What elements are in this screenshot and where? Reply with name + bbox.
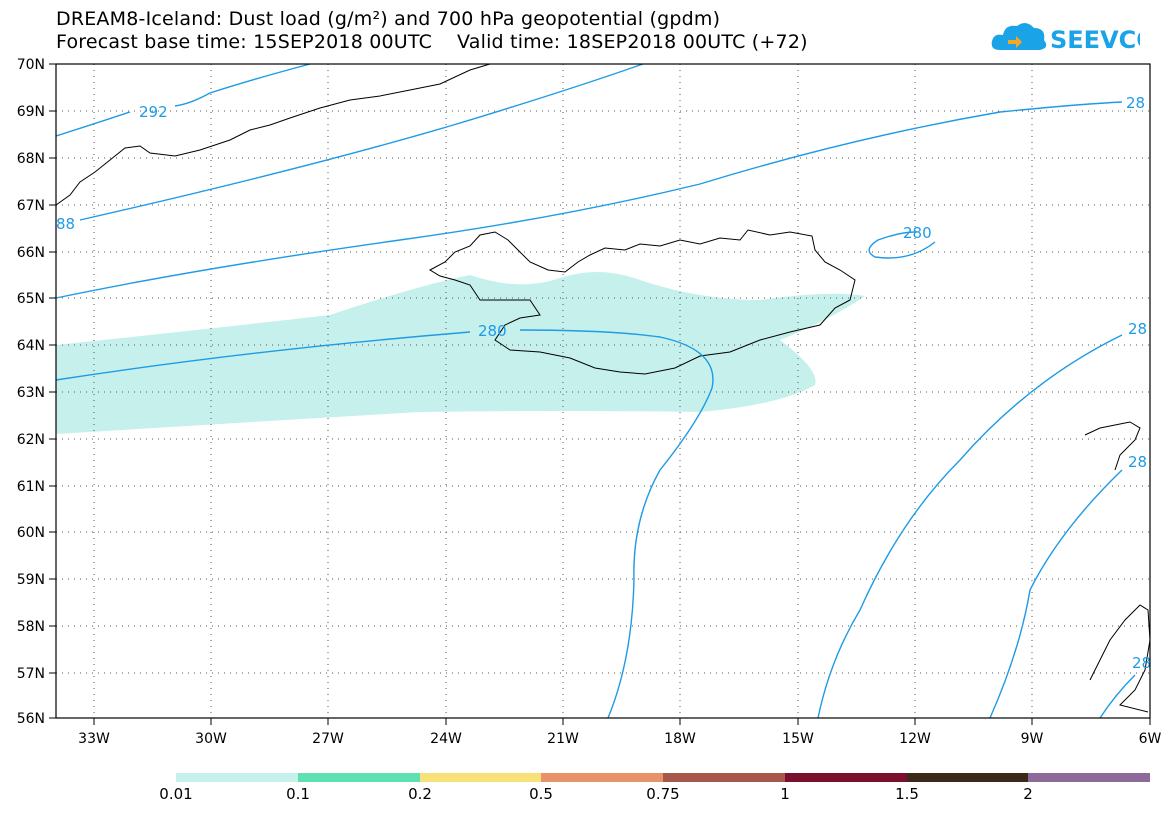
lat-label: 68N: [17, 151, 45, 167]
lat-label: 66N: [17, 245, 45, 261]
lat-label: 60N: [17, 525, 45, 541]
lon-label: 27W: [312, 731, 344, 747]
scotland-coast: [1084, 421, 1141, 471]
iceland-coast: [428, 229, 856, 375]
forecast-times: Forecast base time: 15SEP2018 00UTC Vali…: [56, 31, 808, 53]
contour-labels: 292 88 280 280 28 28 28 28: [56, 94, 1151, 672]
legend-tick-label: 0.1: [286, 785, 310, 803]
lat-label: 65N: [17, 291, 45, 307]
lat-label: 56N: [17, 711, 45, 727]
legend-swatch: [784, 773, 907, 782]
latitude-labels: 70N 69N 68N 67N 66N 65N 64N 63N 62N 61N …: [17, 57, 45, 727]
lat-label: 63N: [17, 385, 45, 401]
legend-tick-label: 1.5: [895, 785, 919, 803]
lon-label: 21W: [547, 731, 579, 747]
legend-swatch: [176, 773, 298, 782]
contour-label: 280: [478, 322, 507, 340]
contour-label: 28: [1128, 320, 1147, 338]
legend-tick-label: 2: [1023, 785, 1033, 803]
lat-label: 59N: [17, 572, 45, 588]
lat-label: 62N: [17, 432, 45, 448]
legend-tick-label: 0.5: [529, 785, 553, 803]
map-title: DREAM8-Iceland: Dust load (g/m²) and 700…: [56, 8, 721, 30]
lon-label: 18W: [664, 731, 696, 747]
legend-tick-label: 0.01: [159, 785, 193, 803]
lon-label: 24W: [430, 731, 462, 747]
lat-label: 67N: [17, 198, 45, 214]
lon-label: 9W: [1021, 731, 1044, 747]
legend-tick-label: 1: [780, 785, 790, 803]
lon-label: 6W: [1139, 731, 1162, 747]
contour-label: 292: [139, 103, 168, 121]
lat-label: 70N: [17, 57, 45, 73]
legend-swatch: [419, 773, 542, 782]
legend-swatch: [541, 773, 663, 782]
lat-label: 61N: [17, 479, 45, 495]
uk-coast: [1089, 604, 1151, 713]
contour-label: 28: [1128, 453, 1147, 471]
legend-swatch: [297, 773, 420, 782]
lat-label: 58N: [17, 619, 45, 635]
legend-swatch: [906, 773, 1029, 782]
color-legend: [176, 773, 1150, 782]
lat-label: 64N: [17, 338, 45, 354]
longitude-labels: 33W 30W 27W 24W 21W 18W 15W 12W 9W 6W: [78, 731, 1161, 747]
legend-tick-label: 0.2: [408, 785, 432, 803]
lat-label: 57N: [17, 666, 45, 682]
contour-label: 88: [56, 215, 75, 233]
contour-label: 280: [903, 224, 932, 242]
greenland-coast: [55, 63, 491, 206]
legend-swatch: [663, 773, 785, 782]
contour-label: 28: [1126, 94, 1145, 112]
lon-label: 12W: [899, 731, 931, 747]
dust-area: [56, 271, 865, 434]
lon-label: 15W: [782, 731, 814, 747]
lon-label: 33W: [78, 731, 110, 747]
lon-label: 30W: [195, 731, 227, 747]
contour-label: 28: [1132, 654, 1151, 672]
legend-swatch: [1028, 773, 1150, 782]
geopotential-contours: [55, 63, 1136, 719]
legend-tick-label: 0.75: [646, 785, 680, 803]
map-frame: [55, 63, 1151, 719]
coastlines: [55, 63, 1151, 713]
lat-label: 69N: [17, 104, 45, 120]
axis-ticks: [49, 63, 1151, 725]
